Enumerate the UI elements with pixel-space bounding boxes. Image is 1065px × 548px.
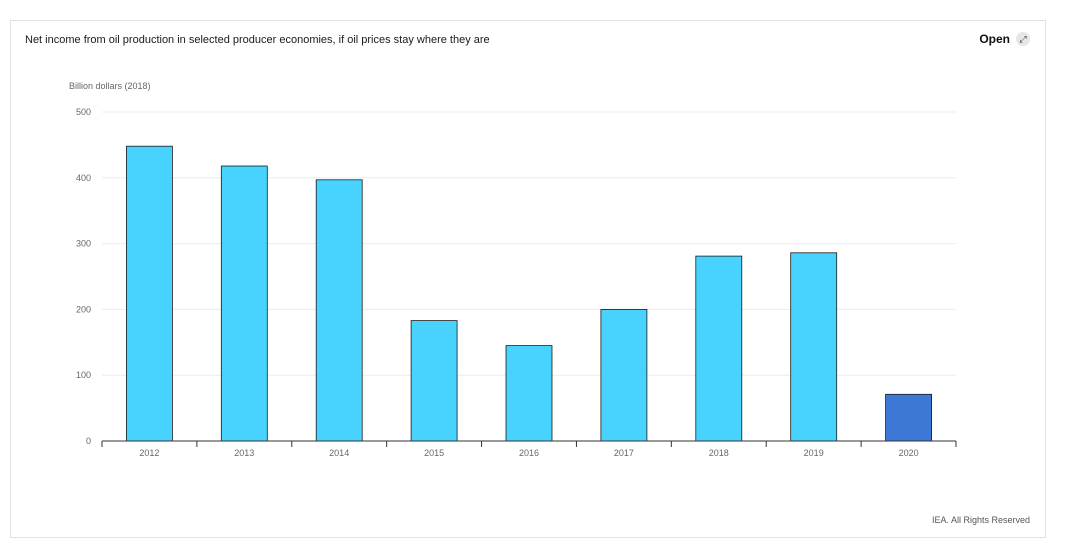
bar-2016[interactable] [505, 345, 553, 442]
external-expand-icon: ⤢ [1016, 32, 1030, 46]
bar-2013[interactable] [220, 165, 268, 442]
y-tick-label: 400 [76, 173, 91, 183]
open-button[interactable]: Open ⤢ [979, 32, 1030, 46]
y-tick-label: 200 [76, 304, 91, 314]
y-tick-label: 0 [86, 436, 91, 446]
bar-2017[interactable] [600, 308, 648, 442]
x-tick-label: 2014 [329, 448, 349, 458]
x-tick-label: 2019 [804, 448, 824, 458]
bar-2019[interactable] [790, 252, 838, 442]
x-tick-label: 2018 [709, 448, 729, 458]
y-tick-label: 300 [76, 239, 91, 249]
bar-2012[interactable] [126, 145, 173, 442]
x-tick-label: 2012 [139, 448, 159, 458]
copyright-credit: IEA. All Rights Reserved [931, 515, 1030, 525]
bars [126, 145, 932, 442]
x-tick-label: 2016 [519, 448, 539, 458]
chart-title: Net income from oil production in select… [25, 34, 490, 46]
x-axis: 2012 2013 2014 2015 2016 2017 2018 2019 2020 [101, 440, 957, 458]
y-tick-label: 100 [76, 370, 91, 380]
x-tick-label: 2015 [424, 448, 444, 458]
x-tick-label: 2020 [899, 448, 919, 458]
y-axis-ticks: 0 100 200 300 400 500 [76, 107, 91, 446]
open-button-label: Open [979, 32, 1010, 46]
y-tick-label: 500 [76, 107, 91, 117]
bar-2014[interactable] [315, 179, 363, 442]
bar-2018[interactable] [695, 255, 743, 442]
bar-2015[interactable] [410, 320, 458, 442]
y-axis-title: Billion dollars (2018) [69, 81, 151, 91]
bar-2020[interactable] [885, 393, 932, 442]
x-tick-label: 2013 [234, 448, 254, 458]
x-tick-label: 2017 [614, 448, 634, 458]
chart-card: Net income from oil production in select… [10, 20, 1046, 538]
